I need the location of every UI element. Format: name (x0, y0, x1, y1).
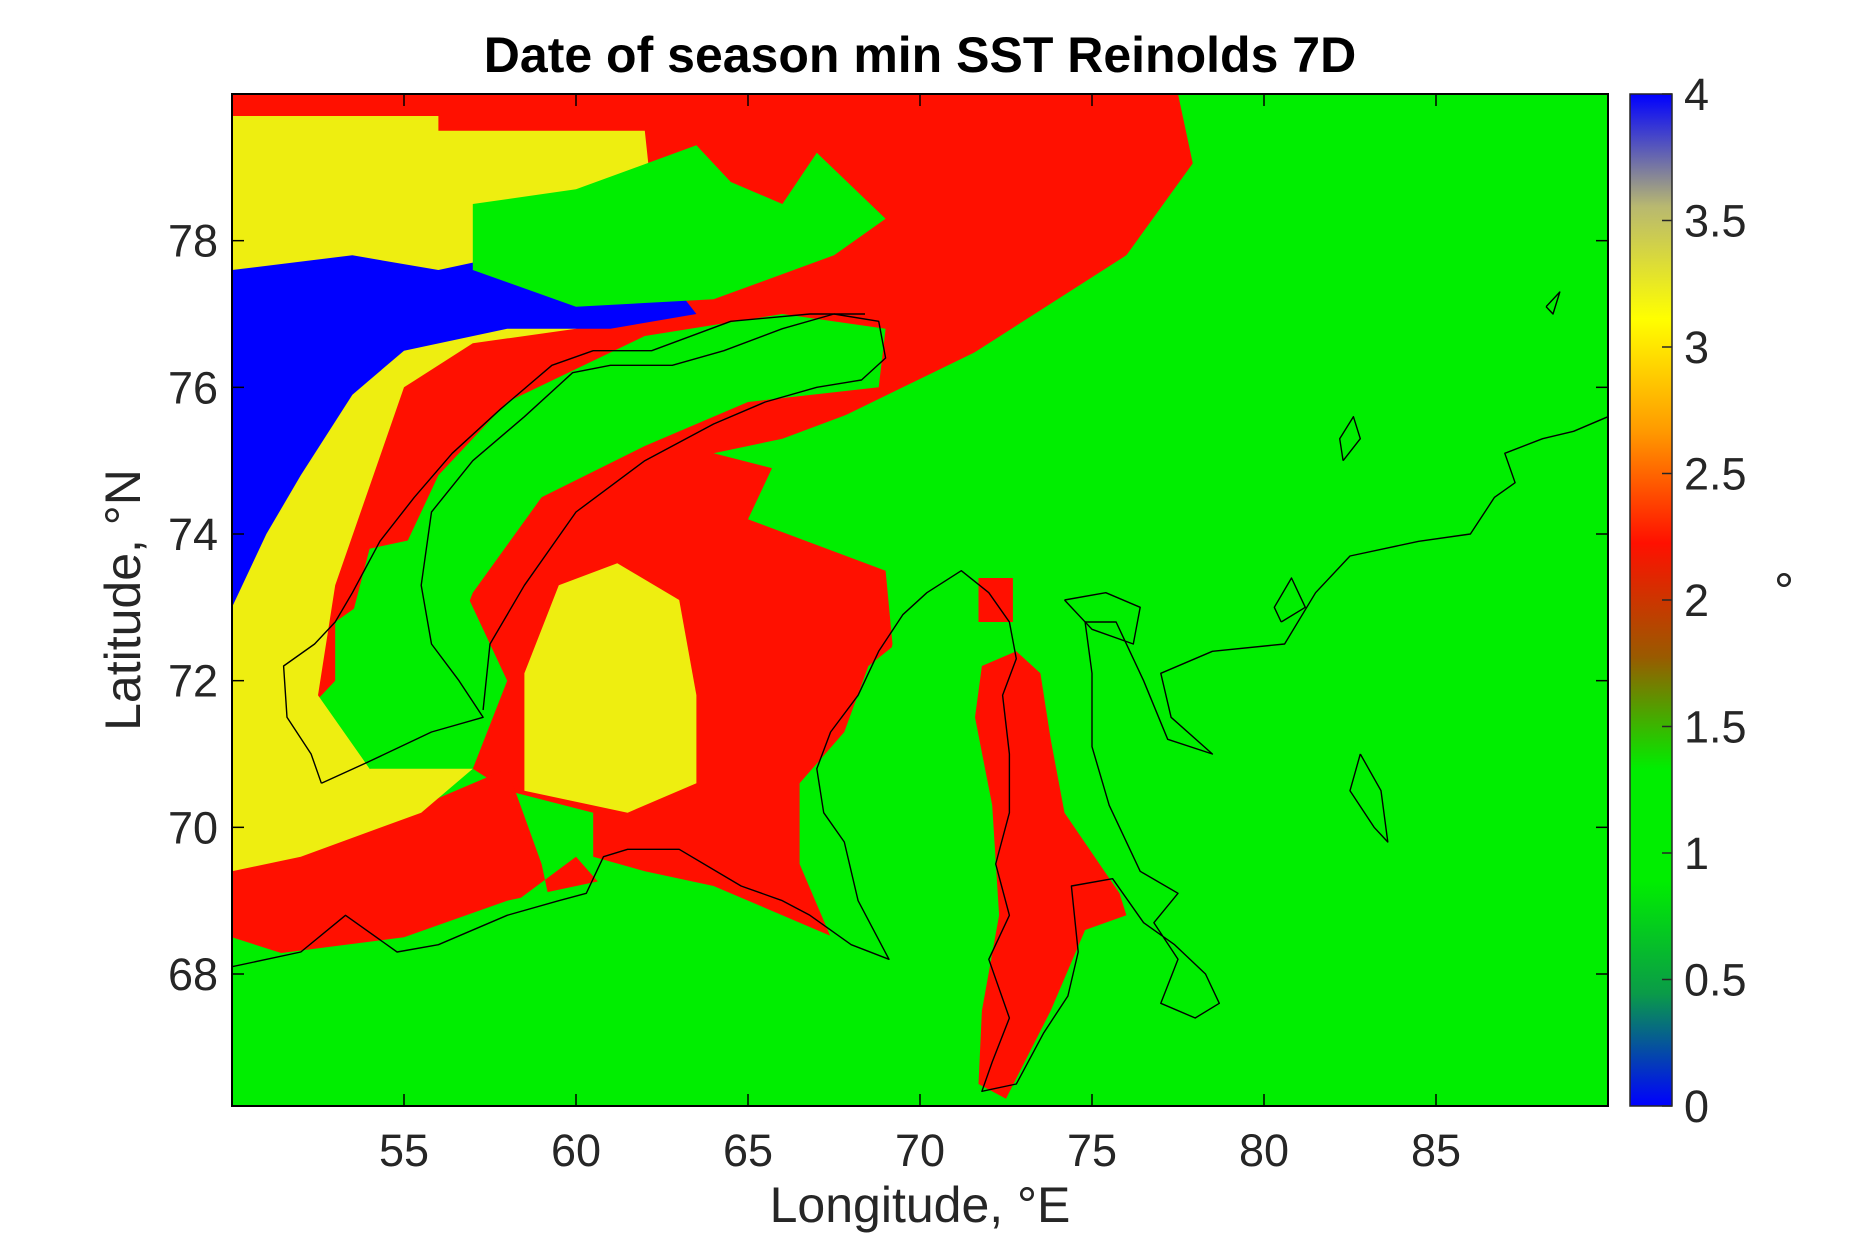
x-axis-label: Longitude, °E (770, 1177, 1071, 1233)
x-axis-ticks: 55 60 65 70 75 80 85 (379, 94, 1461, 1176)
y-axis-label: Latitude, °N (95, 469, 151, 731)
colorbar-tick-label: 1.5 (1684, 702, 1747, 753)
coastline-4 (1273, 577, 1307, 623)
region-4 (232, 255, 697, 608)
coastline-1 (321, 313, 887, 784)
colorbar: 0 0.5 1 1.5 2 2.5 3 3.5 4 ° (1629, 69, 1794, 1132)
coastline-6 (1063, 592, 1141, 645)
region-11 (978, 578, 1013, 622)
y-tick-label: 74 (168, 509, 218, 560)
colorbar-label: ° (1774, 563, 1794, 619)
coastline-5 (1349, 753, 1389, 843)
season-min-regions (232, 94, 1608, 1106)
coastline-overlay (232, 291, 1608, 1093)
coastline-0 (232, 416, 1608, 1093)
region-8 (335, 314, 886, 769)
colorbar-tick-label: 1 (1684, 828, 1709, 879)
y-tick-label: 70 (168, 802, 218, 853)
y-tick-label: 68 (168, 949, 218, 1000)
colorbar-tick-label: 4 (1684, 69, 1709, 120)
y-tick-label: 76 (168, 362, 218, 413)
region-10 (975, 651, 1127, 1099)
colorbar-tick-label: 2.5 (1684, 449, 1747, 500)
x-tick-label: 75 (1067, 1125, 1117, 1176)
region-1 (232, 768, 628, 960)
region-5 (524, 563, 697, 813)
y-tick-label: 72 (168, 656, 218, 707)
x-tick-label: 55 (379, 1125, 429, 1176)
colorbar-tick-label: 3.5 (1684, 196, 1747, 247)
colorbar-tick-label: 0.5 (1684, 955, 1747, 1006)
region-7 (472, 145, 886, 307)
coastline-3 (1338, 416, 1362, 462)
y-axis-ticks: 68 70 72 74 76 78 (168, 216, 1608, 1000)
y-tick-label: 78 (168, 216, 218, 267)
map-plot-area: 55 60 65 70 75 80 85 68 70 72 74 76 78 (168, 93, 1609, 1176)
map-title: Date of season min SST Reinolds 7D (484, 27, 1356, 83)
coastline-2 (282, 313, 865, 784)
x-tick-label: 80 (1239, 1125, 1289, 1176)
colorbar-ticks: 0 0.5 1 1.5 2 2.5 3 3.5 4 (1662, 69, 1747, 1132)
colorbar-tick-label: 2 (1684, 575, 1709, 626)
x-tick-label: 70 (895, 1125, 945, 1176)
coastline-7 (1545, 291, 1561, 315)
x-tick-label: 65 (723, 1125, 773, 1176)
x-tick-label: 60 (551, 1125, 601, 1176)
x-tick-label: 85 (1411, 1125, 1461, 1176)
colorbar-tick-label: 3 (1684, 322, 1709, 373)
colorbar-tick-label: 0 (1684, 1081, 1709, 1132)
region-9 (232, 94, 1608, 1106)
